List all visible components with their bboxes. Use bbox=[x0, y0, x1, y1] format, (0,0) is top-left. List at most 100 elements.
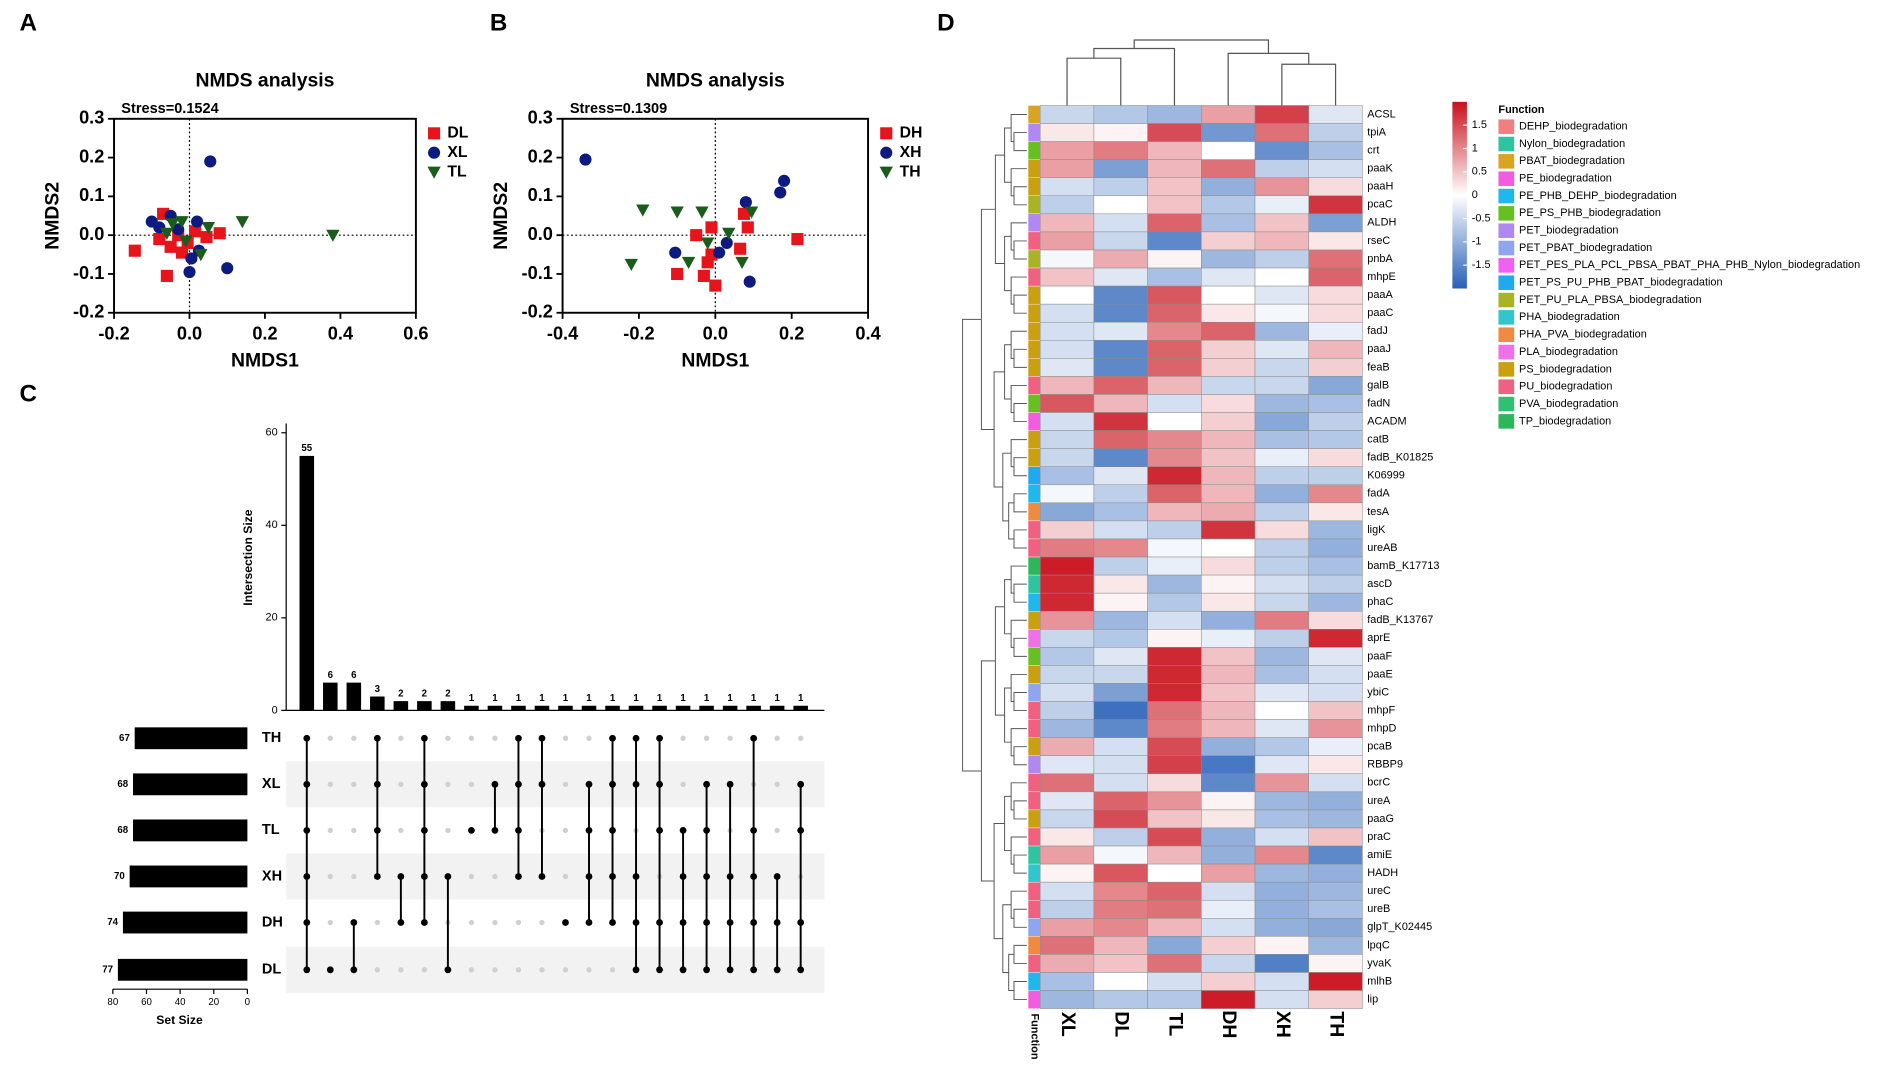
matrix-dot bbox=[445, 735, 451, 741]
point bbox=[213, 227, 226, 240]
heatmap-cell bbox=[1201, 701, 1256, 720]
heatmap-cell bbox=[1093, 321, 1148, 341]
legend-swatch bbox=[1498, 119, 1515, 134]
heatmap-cell bbox=[1039, 484, 1095, 504]
heatmap-cell bbox=[1201, 755, 1256, 775]
row-label: paaC bbox=[1367, 307, 1393, 319]
dendrogram bbox=[1004, 795, 1012, 852]
legend-label: XL bbox=[447, 144, 468, 161]
function-strip bbox=[1027, 900, 1041, 919]
heatmap-cell bbox=[1254, 249, 1309, 269]
dendrogram bbox=[1010, 168, 1027, 197]
heatmap-cell bbox=[1147, 538, 1202, 558]
row-label: fadB_K01825 bbox=[1367, 452, 1433, 464]
bar-label: 2 bbox=[422, 688, 427, 699]
heatmap-cell bbox=[1308, 737, 1363, 756]
set-name: TL bbox=[262, 822, 280, 838]
bar bbox=[393, 701, 409, 711]
heatmap-cell bbox=[1147, 430, 1202, 449]
heatmap-cell bbox=[1093, 502, 1148, 522]
heatmap-cell bbox=[1093, 159, 1148, 178]
heatmap-cell bbox=[1093, 701, 1148, 720]
heatmap-cell bbox=[1039, 285, 1095, 305]
column-label: XH bbox=[1272, 1011, 1294, 1038]
point bbox=[701, 256, 714, 269]
heatmap-cell bbox=[1093, 737, 1148, 756]
y-tick-label: 0.0 bbox=[528, 224, 553, 244]
point bbox=[164, 240, 177, 253]
matrix-dot bbox=[374, 967, 381, 973]
heatmap-cell bbox=[1308, 827, 1363, 847]
heatmap-cell bbox=[1201, 954, 1256, 973]
heatmap-cell bbox=[1093, 647, 1148, 666]
row-label: fadJ bbox=[1367, 325, 1388, 337]
matrix-dot bbox=[562, 735, 569, 741]
x-axis-label: NMDS1 bbox=[681, 349, 749, 371]
matrix-dot bbox=[351, 781, 357, 787]
legend-label: PS_biodegradation bbox=[1519, 363, 1612, 375]
y-tick-label: 0 bbox=[272, 704, 278, 716]
function-strip bbox=[1027, 303, 1041, 323]
legend-swatch bbox=[1498, 206, 1515, 221]
heatmap-cell bbox=[1201, 448, 1256, 467]
heatmap-cell bbox=[1093, 936, 1148, 955]
bar-label: 6 bbox=[351, 670, 357, 681]
heatmap-cell bbox=[1254, 105, 1309, 124]
heatmap-cell bbox=[1147, 827, 1202, 847]
matrix-dot bbox=[326, 966, 334, 974]
dendrogram bbox=[1066, 57, 1122, 106]
set-name: TH bbox=[262, 730, 281, 746]
heatmap-cell bbox=[1147, 809, 1202, 829]
chart-title: NMDS analysis bbox=[646, 69, 785, 91]
row-label: aprE bbox=[1367, 632, 1390, 644]
dendrogram bbox=[1010, 276, 1027, 305]
heatmap-cell bbox=[1254, 845, 1309, 865]
heatmap-cell bbox=[1093, 177, 1148, 197]
heatmap-cell bbox=[1039, 249, 1095, 269]
heatmap-cell bbox=[1039, 936, 1095, 955]
heatmap-cell bbox=[1308, 683, 1363, 702]
heatmap-cell bbox=[1308, 376, 1363, 395]
point bbox=[175, 216, 189, 229]
bar bbox=[581, 705, 597, 711]
heatmap-cell bbox=[1039, 954, 1095, 973]
dendrogram bbox=[994, 606, 1005, 716]
heatmap-cell bbox=[1254, 683, 1309, 702]
heatmap-cell bbox=[1147, 231, 1202, 251]
heatmap-cell bbox=[1254, 484, 1309, 504]
heatmap-cell bbox=[1039, 592, 1095, 612]
dendrogram bbox=[1010, 673, 1027, 703]
bar bbox=[417, 701, 432, 711]
bar-label: 1 bbox=[563, 693, 569, 704]
heatmap-cell bbox=[1201, 827, 1256, 847]
heatmap-cell bbox=[1201, 213, 1256, 233]
heatmap-cell bbox=[1147, 791, 1202, 811]
heatmap-cell bbox=[1201, 520, 1256, 540]
point bbox=[636, 204, 650, 217]
set-size-bar bbox=[134, 727, 248, 750]
function-strip bbox=[1027, 285, 1041, 305]
function-strip bbox=[1027, 701, 1041, 720]
heatmap-cell bbox=[1201, 719, 1256, 738]
heatmap-cell bbox=[1254, 231, 1309, 251]
heatmap-cell bbox=[1308, 105, 1363, 124]
row-band bbox=[286, 946, 825, 993]
heatmap-cell bbox=[1201, 177, 1256, 197]
matrix-dot bbox=[562, 919, 569, 926]
panel-label: D bbox=[937, 10, 955, 37]
colorbar-tick-label: -1.5 bbox=[1472, 259, 1491, 271]
heatmap-cell bbox=[1147, 683, 1202, 702]
point bbox=[624, 258, 638, 271]
dendrogram bbox=[1008, 502, 1015, 540]
function-strip bbox=[1027, 267, 1041, 287]
heatmap-cell bbox=[1254, 899, 1309, 919]
y-axis-label: Intersection Size bbox=[241, 509, 255, 605]
heatmap-cell bbox=[1254, 574, 1309, 594]
heatmap-cell bbox=[1039, 195, 1095, 215]
x-tick-label: 0.0 bbox=[177, 323, 202, 343]
heatmap-cell bbox=[1308, 231, 1363, 251]
heatmap-cell bbox=[1201, 936, 1256, 955]
point bbox=[221, 262, 234, 275]
legend-swatch bbox=[1498, 154, 1515, 169]
heatmap-cell bbox=[1201, 629, 1256, 648]
